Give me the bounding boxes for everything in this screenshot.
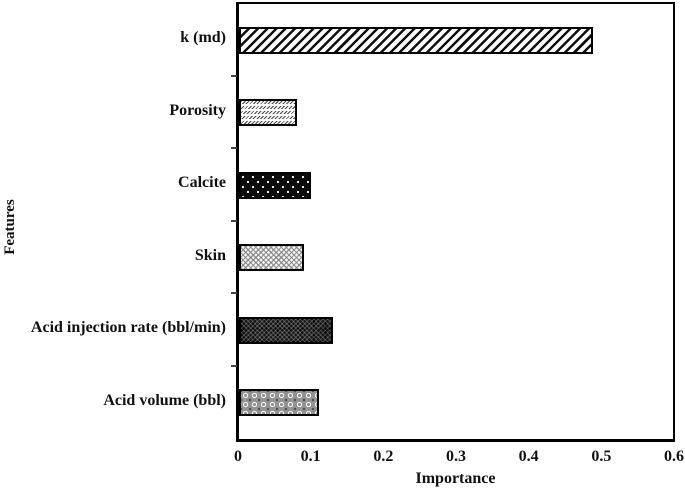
category-label: k (md) <box>180 29 226 47</box>
y-axis-tick <box>231 219 237 222</box>
y-axis-tick <box>231 74 237 77</box>
x-tick-label: 0.6 <box>664 448 684 465</box>
y-axis-tick <box>231 364 237 367</box>
y-axis-tick <box>231 147 237 149</box>
bar-row <box>239 222 673 295</box>
category-labels: k (md) Porosity Calcite Skin Acid injection … <box>0 2 226 437</box>
bar-acid-volume-bbl <box>239 389 319 417</box>
x-tick-label: 0 <box>234 448 242 465</box>
category-label: Acid injection rate (bbl/min) <box>30 319 226 337</box>
x-tick-label: 0.1 <box>300 448 321 465</box>
category-label: Skin <box>194 246 226 264</box>
plot-area <box>236 2 675 442</box>
x-axis-ticks: 0 0.1 0.2 0.3 0.4 0.5 0.6 <box>234 448 684 468</box>
x-axis-title: Importance <box>415 470 496 487</box>
x-tick-label: 0.5 <box>591 448 612 465</box>
bar-skin <box>239 244 305 272</box>
bar-row <box>239 294 673 367</box>
bar-row <box>239 77 673 150</box>
category-label: Calcite <box>178 174 226 192</box>
bar-acid-injection-rate-bbl-min <box>239 316 334 344</box>
x-tick-label: 0.3 <box>446 448 466 465</box>
x-tick-label: 0.4 <box>518 448 539 465</box>
bar-porosity <box>239 99 297 127</box>
category-label: Acid volume (bbl) <box>103 391 226 409</box>
bar-row <box>239 367 673 440</box>
y-axis-tick <box>231 292 237 294</box>
bar-k-md <box>239 26 594 54</box>
x-tick-label: 0.2 <box>373 448 394 465</box>
bar-calcite <box>239 171 312 199</box>
category-label: Porosity <box>169 101 226 119</box>
bar-row <box>239 149 673 222</box>
bar-row <box>239 4 673 77</box>
